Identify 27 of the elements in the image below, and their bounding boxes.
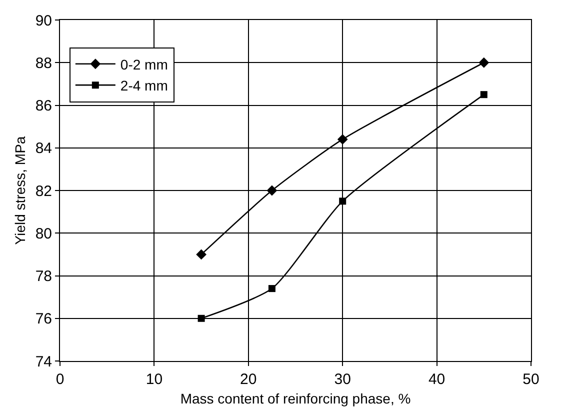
x-tick-label: 0 <box>56 371 64 388</box>
legend-label: 2-4 mm <box>120 78 168 94</box>
point <box>478 57 490 68</box>
y-tick-label: 86 <box>35 98 52 114</box>
y-tick-label: 80 <box>35 225 52 242</box>
x-axis-title: Mass content of reinforcing phase, % <box>180 390 411 406</box>
point <box>266 185 278 196</box>
point <box>196 249 206 260</box>
y-tick-label: 82 <box>35 182 52 200</box>
point <box>480 91 488 98</box>
y-tick-label: 90 <box>35 12 52 30</box>
x-tick-label: 30 <box>334 371 351 388</box>
y-axis-title: Yield stress, MPa <box>12 136 28 245</box>
x-tick-label: 20 <box>240 371 257 388</box>
y-tick-label: 88 <box>35 54 52 72</box>
point <box>198 314 205 322</box>
y-tick-label: 76 <box>35 310 52 328</box>
x-tick-label: 10 <box>146 371 163 388</box>
y-tick-label: 74 <box>35 353 52 370</box>
y-tick-label: 84 <box>35 140 52 158</box>
x-tick-label: 40 <box>428 371 446 388</box>
point <box>268 285 276 292</box>
point <box>339 198 346 205</box>
y-tick-label: 78 <box>35 268 52 285</box>
point <box>337 134 348 145</box>
legend-label: 0-2 mm <box>120 56 168 72</box>
x-tick-label: 50 <box>522 371 540 388</box>
